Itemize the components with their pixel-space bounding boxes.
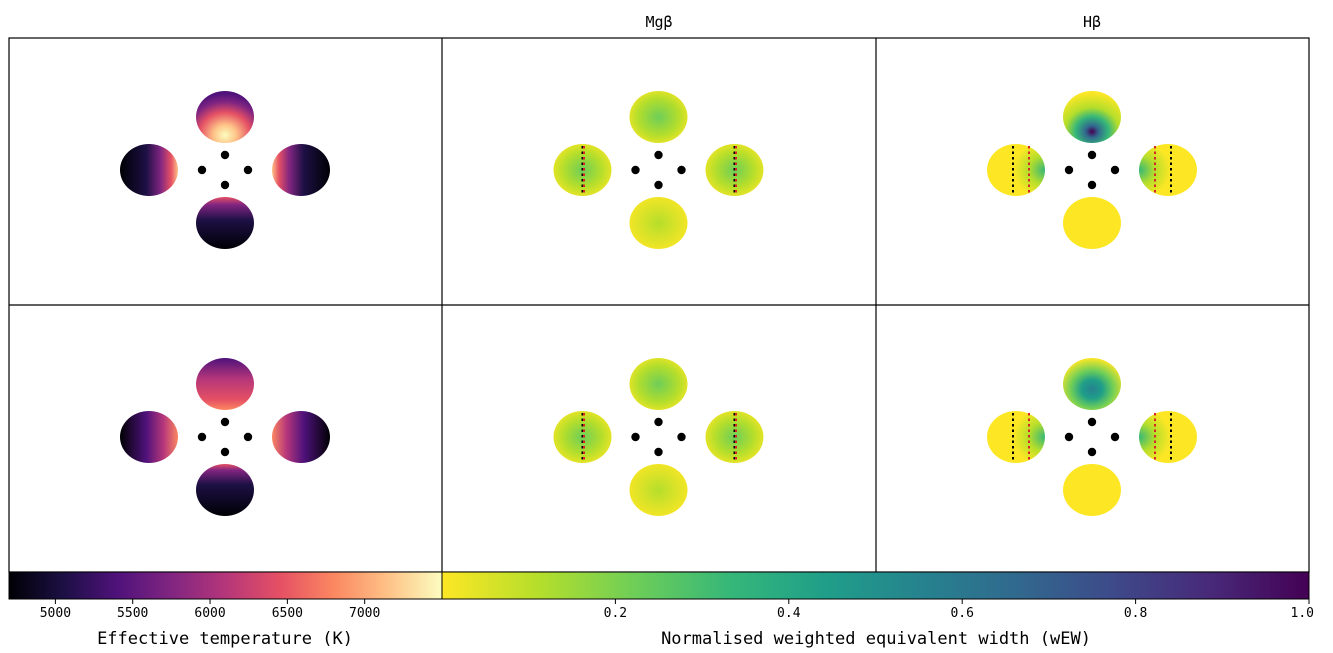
bottom-component-disc [1063,197,1121,249]
orbit-marker-dot [654,417,663,427]
left-component-disc [987,144,1045,196]
orbit-marker-dot [1110,432,1120,442]
panel-r1-c1 [120,91,330,249]
panel-r2-c1 [120,358,330,516]
column-title-hb: Hβ [1083,13,1101,31]
orbit-marker-dot [220,447,230,457]
panel-grid [120,91,1197,516]
orbit-marker-dot [1087,447,1097,457]
right-component-disc [1139,144,1197,196]
panel-r1-c2 [553,91,764,249]
temperature-colorbar-tick-label: 7000 [349,606,380,621]
temperature-colorbar-gradient [8,571,443,600]
top-component-disc [196,91,254,143]
temperature-colorbar-label: Effective temperature (K) [97,629,353,649]
panel-r2-c2 [553,358,764,516]
orbit-marker-dot [1087,150,1097,160]
orbit-marker-dot [654,150,663,160]
orbit-marker-dot [677,165,686,175]
top-component-disc [1063,91,1121,143]
wew-colorbar-gradient [441,571,1310,600]
orbit-marker-dot [220,417,230,427]
orbit-marker-dot [197,165,207,175]
wew-colorbar-tick-label: 0.4 [777,606,801,621]
bottom-component-disc [629,197,688,249]
orbit-marker-dot [654,447,663,457]
wew-colorbar-tick-label: 0.6 [950,606,973,621]
orbit-marker-dot [220,150,230,160]
column-title-mgb: Mgβ [645,13,672,31]
bottom-component-disc [196,464,254,516]
left-component-disc [120,144,178,196]
wew-colorbar-tick-label: 1.0 [1291,606,1314,621]
top-component-disc [629,91,688,143]
top-component-disc [1063,358,1121,410]
bottom-component-disc [629,464,688,516]
wew-colorbar-tick-label: 0.2 [604,606,627,621]
orbit-marker-dot [1064,165,1074,175]
orbit-marker-dot [654,180,663,190]
temperature-colorbar: 5000 5500 6000 6500 7000 [8,571,443,621]
temperature-colorbar-tick-label: 6000 [194,606,225,621]
top-component-disc [196,358,254,410]
orbit-marker-dot [1087,417,1097,427]
orbit-marker-dot [631,432,640,442]
orbit-marker-dot [197,432,207,442]
left-component-disc [120,411,178,463]
temperature-colorbar-tick-label: 5500 [117,606,148,621]
temperature-colorbar-tick-label: 6500 [272,606,303,621]
wew-colorbar: 0.2 0.4 0.6 0.8 1.0 [441,571,1314,621]
temperature-colorbar-tick-label: 5000 [40,606,71,621]
orbit-marker-dot [1064,432,1074,442]
orbit-marker-dot [1087,180,1097,190]
panel-r2-c3 [987,358,1197,516]
panel-r1-c3 [987,91,1197,249]
orbit-marker-dot [631,165,640,175]
wew-colorbar-label: Normalised weighted equivalent width (wE… [661,629,1091,649]
right-component-disc [272,144,330,196]
orbit-marker-dot [243,432,253,442]
right-component-disc [1139,411,1197,463]
top-component-disc [629,358,688,410]
orbit-marker-dot [1110,165,1120,175]
wew-colorbar-tick-label: 0.8 [1124,606,1147,621]
left-component-disc [987,411,1045,463]
orbit-marker-dot [220,180,230,190]
orbit-marker-dot [677,432,686,442]
bottom-component-disc [196,197,254,249]
bottom-component-disc [1063,464,1121,516]
orbit-marker-dot [243,165,253,175]
right-component-disc [272,411,330,463]
